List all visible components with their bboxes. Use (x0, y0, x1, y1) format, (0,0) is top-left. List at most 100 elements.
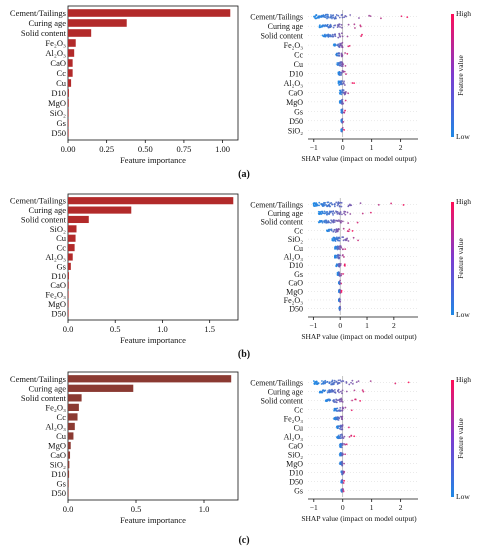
shap-point (340, 44, 342, 47)
shap-point (358, 17, 360, 19)
shap-point (313, 382, 316, 385)
shap-point (338, 307, 341, 310)
shap-point (339, 434, 342, 436)
shap-point (333, 401, 336, 404)
shap-point (325, 219, 328, 222)
shap-point (350, 409, 353, 412)
bar-category-label: Cc (57, 412, 67, 422)
shap-point (344, 239, 347, 242)
feature-label: Cement/Tailings (250, 379, 303, 388)
shap-point (339, 26, 341, 28)
shap-point (331, 203, 334, 206)
bar-category-label: D10 (51, 469, 66, 479)
shap-point (338, 33, 341, 36)
x-axis-label: SHAP value (impact on model output) (301, 514, 417, 523)
bar (68, 59, 73, 67)
shap-point (352, 236, 355, 239)
shap-point (338, 410, 340, 412)
bar (68, 422, 75, 431)
shap-point (347, 204, 350, 207)
shap-point (357, 239, 359, 242)
shap-point (320, 390, 323, 393)
shap-point (342, 70, 344, 72)
shap-point (344, 248, 347, 251)
shap-point (338, 273, 341, 276)
shap-point (338, 300, 341, 303)
shap-point (341, 392, 343, 395)
shap-point (341, 126, 344, 129)
shap-point (340, 289, 343, 292)
x-tick-label: 0.00 (61, 144, 76, 154)
shap-point (361, 33, 363, 36)
shap-point (336, 399, 339, 402)
shap-point (343, 462, 345, 465)
shap-point (338, 23, 340, 26)
shap-point (334, 15, 337, 18)
shap-point (338, 282, 340, 285)
shap-point (339, 248, 341, 251)
shap-point (334, 256, 336, 259)
shap-point (341, 89, 344, 92)
shap-point (326, 210, 329, 213)
shap-point (338, 391, 340, 394)
shap-point (337, 437, 340, 439)
shap-point (346, 52, 349, 55)
x-tick-label: 0.0 (63, 324, 74, 334)
bar-category-label: Al₂O₃ (45, 48, 66, 58)
shap-point (331, 212, 334, 215)
bar-category-label: SiO₂ (50, 224, 66, 234)
shap-point (339, 263, 342, 265)
x-axis-label: SHAP value (impact on model output) (301, 332, 417, 341)
bar (68, 29, 92, 37)
bar-category-label: CaO (50, 450, 66, 460)
bar (68, 281, 69, 289)
feature-label: Solid content (261, 218, 304, 227)
shap-point (330, 221, 332, 224)
shap-point (313, 202, 315, 205)
shap-point (341, 220, 344, 223)
bar (68, 441, 71, 450)
feature-label: CaO (288, 442, 303, 451)
shap-point (330, 14, 332, 16)
colorbar-title: Feature value (456, 55, 465, 96)
feature-label: MgO (286, 287, 303, 296)
shap-point (341, 101, 344, 104)
shap-point (341, 400, 344, 403)
bar (68, 394, 82, 402)
feature-label: Al₂O₃ (284, 433, 304, 442)
shap-point (340, 119, 343, 121)
shap-point (338, 264, 340, 267)
shap-point (341, 54, 344, 56)
bar (68, 432, 74, 440)
shap-point (343, 479, 346, 482)
bar-category-label: Cement/Tailings (10, 374, 66, 384)
shap-point (337, 388, 340, 391)
feature-label: D10 (289, 469, 303, 478)
shap-point (334, 238, 337, 241)
shap-point (324, 16, 327, 19)
shap-point (338, 256, 341, 259)
shap-point (323, 15, 325, 17)
shap-point (380, 17, 382, 20)
shap-point (335, 407, 338, 410)
bar (68, 225, 77, 233)
shap-point (322, 212, 325, 215)
shap-point (344, 213, 347, 216)
shap-point (349, 213, 352, 215)
shap-point (322, 203, 325, 206)
bar (68, 234, 76, 242)
shap-point (359, 202, 362, 205)
shap-point (321, 15, 324, 18)
x-tick-label: 1.0 (199, 504, 210, 514)
shap-point (337, 425, 340, 428)
shap-point (341, 425, 344, 428)
shap-point (322, 24, 324, 27)
shap-point (338, 298, 341, 301)
colorbar-high-label: High (456, 9, 471, 18)
bar (68, 109, 69, 117)
shap-point (329, 23, 332, 26)
bar (68, 19, 127, 27)
shap-point (338, 309, 341, 312)
shap-point (341, 464, 344, 467)
